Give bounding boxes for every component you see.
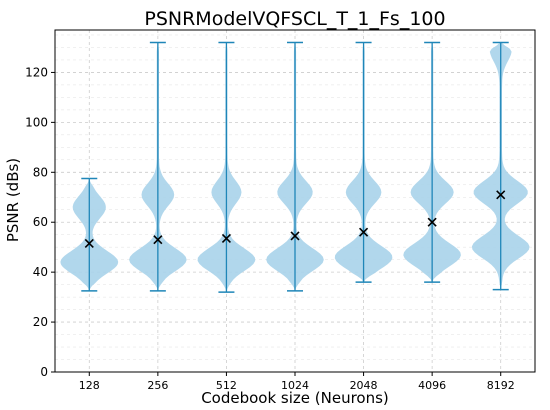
violin-512	[197, 41, 256, 293]
x-tick-label: 2048	[350, 379, 378, 392]
mean-marker	[427, 217, 437, 227]
violin-256	[129, 41, 187, 292]
y-tick-label: 120	[25, 65, 48, 79]
x-tick-label: 256	[147, 379, 168, 392]
x-tick-label: 128	[79, 379, 100, 392]
violin-8192	[471, 41, 530, 291]
violin-plots	[60, 41, 530, 293]
mean-marker-stroke	[496, 190, 506, 200]
y-tick-label: 20	[33, 315, 48, 329]
y-tick-label: 80	[33, 165, 48, 179]
x-tick-label: 4096	[418, 379, 446, 392]
mean-marker-stroke	[221, 233, 231, 244]
violin-2048	[334, 41, 393, 283]
violin-4096	[403, 41, 461, 283]
mean-marker	[359, 227, 369, 237]
y-axis-label: PSNR (dBs)	[4, 158, 22, 242]
mean-marker-stroke	[427, 217, 437, 227]
mean-marker	[84, 238, 94, 249]
mean-marker	[290, 231, 300, 241]
y-tick-label: 60	[33, 215, 48, 229]
x-tick-label: 512	[216, 379, 237, 392]
y-tick-label: 0	[40, 365, 48, 379]
y-axis-ticks: 0 20 40 60 80 100 120	[25, 65, 55, 379]
y-tick-label: 100	[25, 115, 48, 129]
mean-marker	[496, 190, 506, 200]
x-tick-label: 1024	[281, 379, 309, 392]
mean-marker	[153, 235, 163, 245]
mean-marker-stroke	[84, 238, 94, 249]
x-axis-label: Codebook size (Neurons)	[201, 389, 389, 407]
violin-1024	[266, 41, 324, 292]
violin-128	[60, 177, 119, 292]
x-axis-ticks: 128 256 512 1024 2048 4096 8192	[79, 372, 515, 392]
mean-marker-stroke	[359, 227, 369, 237]
chart-title: PSNRModelVQFSCL_T_1_Fs_100	[144, 8, 445, 30]
mean-marker-stroke	[290, 231, 300, 241]
mean-marker	[221, 233, 231, 244]
y-tick-label: 40	[33, 265, 48, 279]
x-tick-label: 8192	[487, 379, 515, 392]
mean-marker-stroke	[153, 235, 163, 245]
